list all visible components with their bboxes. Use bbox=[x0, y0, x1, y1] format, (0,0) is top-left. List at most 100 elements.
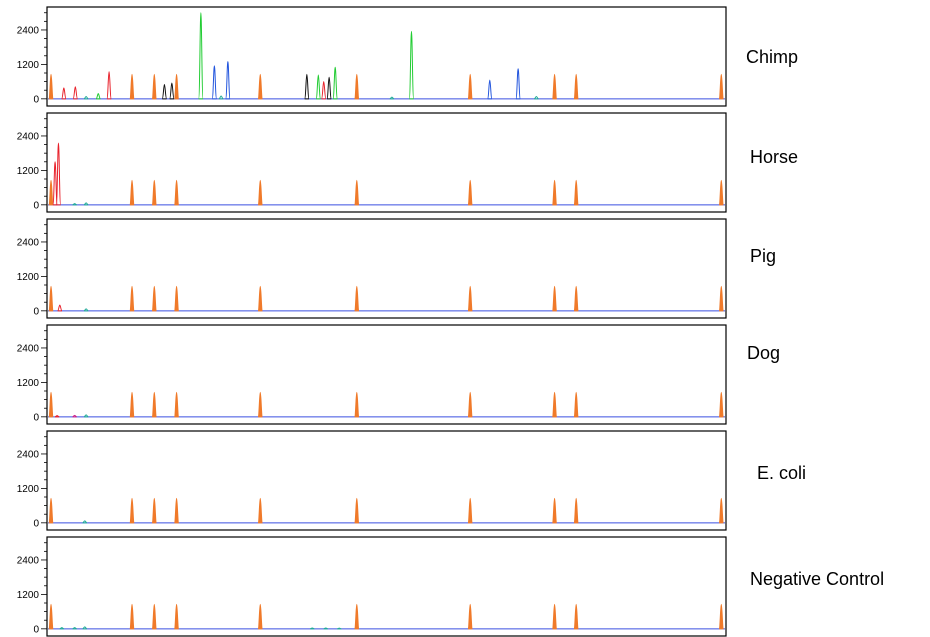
sample-label: Chimp bbox=[746, 47, 798, 67]
size-standard-peak bbox=[551, 603, 558, 630]
size-standard-peak bbox=[551, 179, 558, 206]
size-standard-peak bbox=[129, 603, 135, 630]
y-tick-label: 1200 bbox=[17, 378, 40, 389]
y-tick-label: 0 bbox=[33, 624, 39, 635]
size-standard-peak bbox=[151, 285, 157, 312]
size-standard-peak bbox=[257, 497, 263, 524]
panel-frame bbox=[46, 112, 727, 213]
panel-horse: 0 1200 2400 Horse bbox=[17, 112, 798, 213]
allele-peak-magenta bbox=[72, 414, 77, 418]
size-standard-peak bbox=[129, 391, 135, 418]
allele-peak-green bbox=[315, 74, 322, 100]
size-standard-peak bbox=[48, 179, 54, 206]
allele-peak-teal bbox=[83, 96, 89, 100]
allele-peak-black bbox=[304, 73, 310, 100]
allele-peak-teal bbox=[72, 203, 77, 206]
size-standard-peak bbox=[257, 285, 263, 312]
size-standard-peak bbox=[718, 179, 724, 206]
panel-frame bbox=[46, 6, 727, 107]
size-standard-peak bbox=[551, 391, 558, 418]
y-tick-label: 2400 bbox=[17, 555, 40, 566]
y-tick-label: 1200 bbox=[17, 272, 40, 283]
y-tick-label: 1200 bbox=[17, 60, 40, 71]
sample-label: Pig bbox=[750, 246, 776, 266]
size-standard-peak bbox=[467, 73, 473, 100]
y-tick-label: 1200 bbox=[17, 166, 40, 177]
size-standard-peak bbox=[573, 603, 579, 630]
allele-peak-teal bbox=[337, 627, 342, 630]
size-standard-peak bbox=[573, 179, 579, 206]
allele-peak-teal bbox=[82, 520, 88, 524]
size-standard-peak bbox=[129, 73, 135, 100]
allele-peak-red bbox=[57, 304, 63, 312]
size-standard-peak bbox=[48, 391, 54, 418]
size-standard-peak bbox=[257, 391, 263, 418]
allele-peak-blue bbox=[515, 68, 521, 100]
size-standard-peak bbox=[354, 603, 360, 630]
size-standard-peak bbox=[151, 391, 157, 418]
allele-peak-teal bbox=[72, 627, 77, 630]
allele-peak-black bbox=[326, 76, 332, 100]
allele-peak-green bbox=[95, 93, 101, 100]
allele-peak-green bbox=[198, 12, 204, 100]
size-standard-peak bbox=[354, 497, 360, 524]
allele-peak-teal bbox=[389, 96, 395, 100]
allele-peak-red bbox=[61, 87, 67, 100]
panel-negative-control: 0 1200 2400 Negative Control bbox=[17, 536, 884, 637]
size-standard-peak bbox=[257, 603, 263, 630]
size-standard-peak bbox=[467, 603, 473, 630]
allele-peak-black bbox=[169, 82, 175, 100]
allele-peak-blue bbox=[487, 79, 493, 100]
size-standard-peak bbox=[551, 73, 558, 100]
size-standard-peak bbox=[129, 497, 135, 524]
size-standard-peak bbox=[718, 391, 724, 418]
y-tick-label: 0 bbox=[33, 412, 39, 423]
allele-peak-red bbox=[72, 86, 79, 100]
size-standard-peak bbox=[354, 179, 360, 206]
allele-peak-green bbox=[332, 66, 338, 100]
size-standard-peak bbox=[573, 285, 579, 312]
y-tick-label: 0 bbox=[33, 94, 39, 105]
allele-peak-red bbox=[54, 415, 60, 418]
size-standard-peak bbox=[354, 391, 360, 418]
y-tick-label: 2400 bbox=[17, 25, 40, 36]
size-standard-peak bbox=[354, 73, 360, 100]
y-tick-label: 2400 bbox=[17, 343, 40, 354]
size-standard-peak bbox=[718, 285, 724, 312]
size-standard-peak bbox=[151, 603, 157, 630]
size-standard-peak bbox=[257, 73, 263, 100]
allele-peak-teal bbox=[83, 308, 89, 312]
panel-dog: 0 1200 2400 Dog bbox=[17, 324, 780, 425]
size-standard-peak bbox=[48, 603, 54, 630]
size-standard-peak bbox=[551, 497, 558, 524]
size-standard-peak bbox=[173, 391, 180, 418]
size-standard-peak bbox=[173, 179, 180, 206]
size-standard-peak bbox=[573, 497, 579, 524]
y-tick-label: 2400 bbox=[17, 131, 40, 142]
size-standard-peak bbox=[573, 391, 579, 418]
size-standard-peak bbox=[467, 497, 473, 524]
panel-e-coli: 0 1200 2400 E. coli bbox=[17, 430, 806, 531]
panel-frame bbox=[46, 430, 727, 531]
size-standard-peak bbox=[467, 179, 473, 206]
size-standard-peak bbox=[151, 73, 157, 100]
allele-peak-green bbox=[408, 30, 415, 100]
size-standard-peak bbox=[718, 73, 724, 100]
allele-peak-teal bbox=[310, 627, 315, 630]
y-tick-label: 0 bbox=[33, 306, 39, 317]
size-standard-peak bbox=[48, 73, 54, 100]
y-tick-label: 2400 bbox=[17, 237, 40, 248]
y-tick-label: 1200 bbox=[17, 484, 40, 495]
allele-peak-black bbox=[161, 83, 168, 100]
panel-chimp: 0 1200 2400 Chimp bbox=[17, 6, 798, 107]
size-standard-peak bbox=[467, 285, 473, 312]
size-standard-peak bbox=[129, 179, 135, 206]
sample-label: Negative Control bbox=[750, 569, 884, 589]
allele-peak-teal bbox=[82, 626, 88, 630]
y-tick-label: 0 bbox=[33, 518, 39, 529]
y-tick-label: 1200 bbox=[17, 590, 40, 601]
size-standard-peak bbox=[573, 73, 579, 100]
size-standard-peak bbox=[718, 497, 724, 524]
allele-peak-teal bbox=[83, 202, 89, 206]
